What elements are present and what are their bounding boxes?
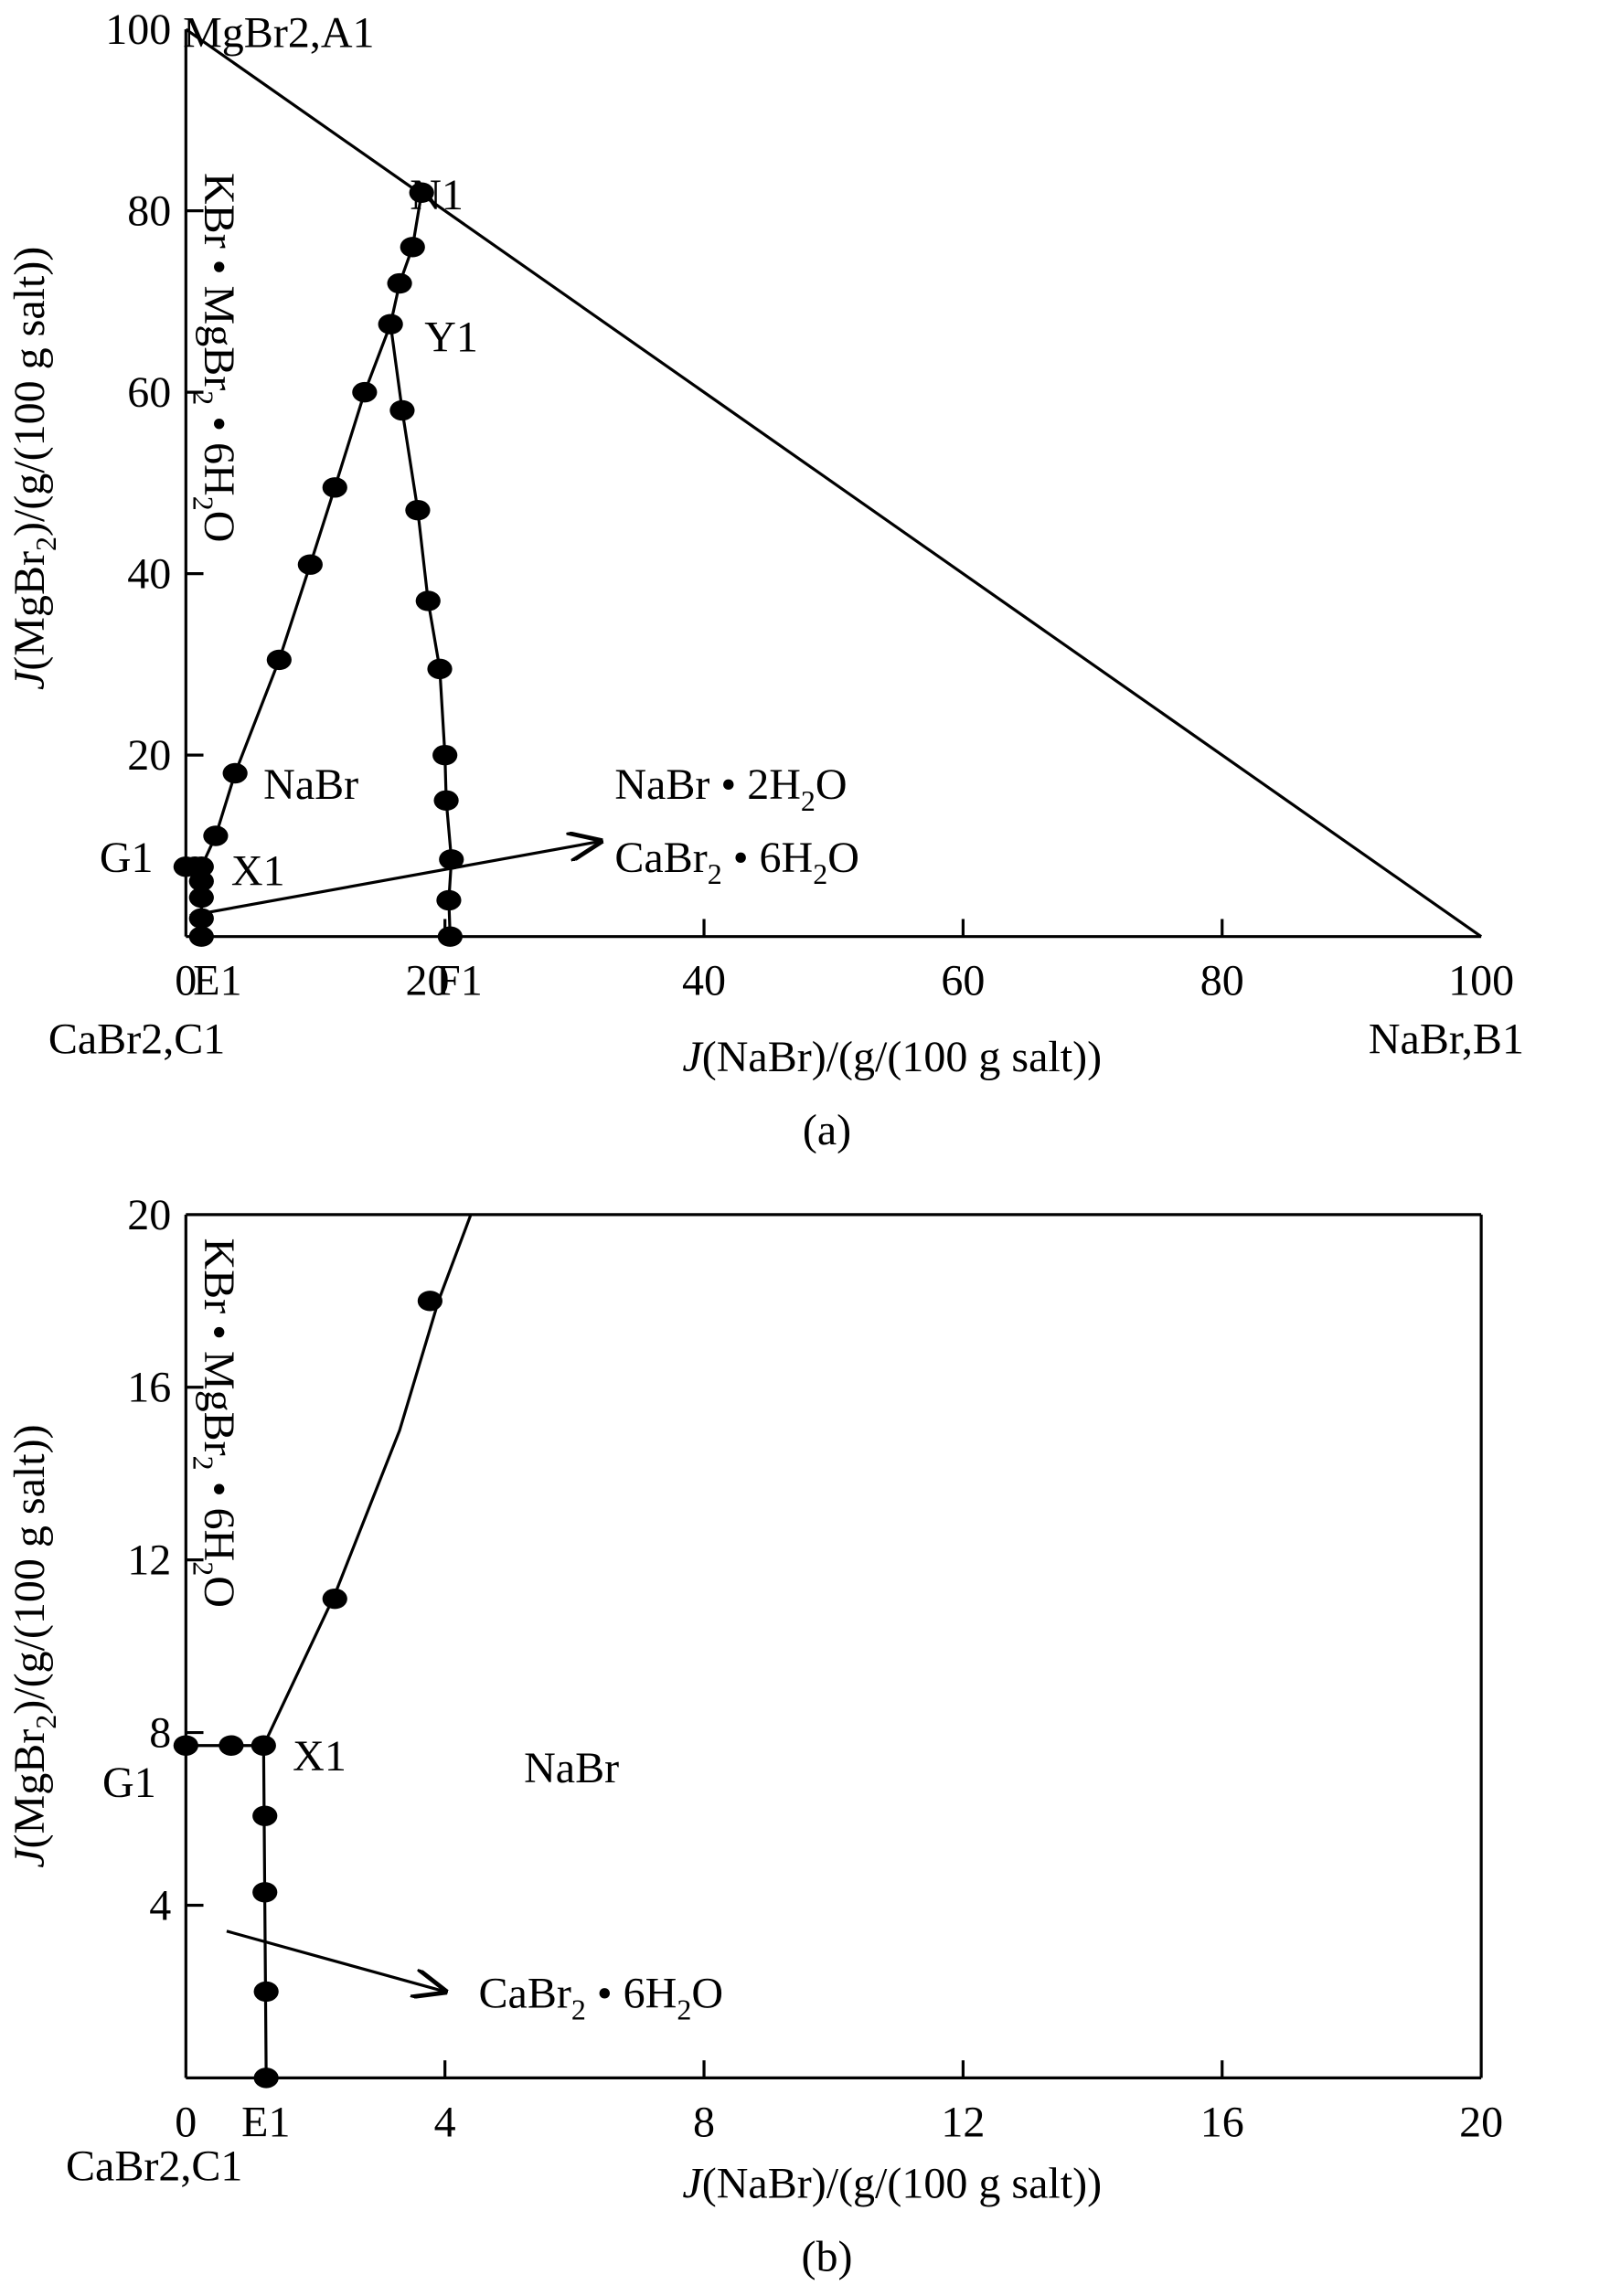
point-label-g1: G1 — [102, 1759, 156, 1807]
data-point — [188, 856, 214, 877]
data-point — [266, 649, 292, 671]
point-label-x1: X1 — [293, 1732, 347, 1780]
data-point — [400, 237, 425, 258]
x-tick-label: 40 — [682, 957, 726, 1005]
data-point — [439, 849, 464, 870]
x-tick-label: 20 — [1459, 2098, 1503, 2146]
data-point — [253, 2067, 279, 2089]
data-point — [427, 658, 453, 680]
x-tick-label: 100 — [1448, 957, 1514, 1005]
data-point — [437, 926, 463, 947]
data-point — [188, 887, 214, 909]
x-tick-label: 16 — [1200, 2098, 1244, 2146]
data-point — [433, 790, 459, 811]
y-tick-label: 100 — [105, 5, 171, 54]
corner-label-b1: NaBr,B1 — [1369, 1015, 1524, 1064]
arrow-pointer — [189, 841, 601, 918]
data-point — [252, 1805, 278, 1826]
data-point — [322, 1588, 347, 1610]
region-label-kbr-mgbr2-6h2o: KBr • MgBr2 • 6H2O — [187, 173, 243, 542]
x-axis-label: J(NaBr)/(g/(100 g salt)) — [682, 2160, 1102, 2208]
region-label-cabr2-6h2o: CaBr2 • 6H2O — [614, 834, 859, 890]
data-point — [432, 744, 458, 766]
hypotenuse-line — [185, 27, 1483, 938]
data-point — [417, 1291, 442, 1312]
y-tick-label: 60 — [127, 368, 171, 417]
region-label-cabr2-6h2o: CaBr2 • 6H2O — [478, 1970, 723, 2026]
data-point — [188, 870, 214, 892]
phase-boundary-line — [186, 1744, 268, 2078]
panel-caption: (a) — [803, 1106, 851, 1154]
x-axis-label: J(NaBr)/(g/(100 g salt)) — [682, 1033, 1102, 1081]
x-tick-label: 0 — [175, 2098, 197, 2146]
point-label-n1: N1 — [410, 171, 464, 219]
data-point — [188, 926, 214, 947]
region-label-kbr-mgbr2-6h2o: KBr • MgBr2 • 6H2O — [187, 1238, 243, 1607]
data-point — [387, 272, 412, 294]
data-point — [409, 182, 434, 203]
point-label-x1: X1 — [231, 847, 285, 896]
y-tick-label: 80 — [127, 187, 171, 236]
y-tick-label: 8 — [149, 1709, 171, 1758]
corner-label-a1: MgBr2,A1 — [183, 8, 374, 57]
data-point — [222, 762, 248, 784]
x-tick-label: 0 — [175, 957, 197, 1005]
panel-a: 0 20 40 60 80 100 20 40 60 80 100 J(NaBr)/(g/(100 g… — [5, 5, 1514, 1154]
data-point — [436, 889, 462, 911]
data-point — [389, 399, 415, 421]
data-point — [173, 1735, 198, 1756]
x-tick-label: 12 — [941, 2098, 985, 2146]
y-axis-label: J(MgBr2)/(g/(100 g salt)) — [5, 247, 62, 690]
data-point — [378, 314, 403, 335]
data-point — [252, 1882, 278, 1903]
data-point — [322, 477, 347, 498]
y-tick-label: 20 — [127, 731, 171, 780]
data-point — [219, 1735, 244, 1756]
region-label-nabr: NaBr — [263, 760, 358, 809]
data-point — [188, 908, 214, 930]
point-label-g1: G1 — [100, 834, 154, 882]
x-tick-label: 20 — [405, 957, 449, 1005]
phase-boundary-line — [261, 1214, 473, 1747]
data-point — [352, 381, 378, 403]
phase-boundary-line — [389, 324, 453, 937]
panel-caption: (b) — [802, 2233, 853, 2281]
y-tick-label: 20 — [127, 1191, 171, 1239]
corner-label-c1: CaBr2,C1 — [48, 1015, 225, 1064]
corner-label-c1-b: CaBr2,C1 — [66, 2142, 242, 2190]
data-point — [405, 499, 431, 521]
x-tick-label: 60 — [941, 957, 985, 1005]
y-tick-label: 12 — [127, 1536, 171, 1585]
x-tick-label: 80 — [1200, 957, 1244, 1005]
region-label-nabr-2h2o: NaBr • 2H2O — [614, 760, 847, 817]
point-label-f1: F1 — [436, 957, 483, 1005]
point-label-y1: Y1 — [424, 313, 478, 361]
y-tick-label: 40 — [127, 550, 171, 599]
x-tick-label: 8 — [693, 2098, 715, 2146]
x-tick-label: 4 — [434, 2098, 456, 2146]
data-point — [297, 554, 323, 575]
panel-b: 0 4 8 12 16 20 4 8 12 16 20 J(NaBr)/(g/(100 g salt)… — [5, 1191, 1503, 2281]
point-label-e1: E1 — [193, 957, 241, 1005]
data-point — [253, 1981, 279, 2003]
data-point — [415, 590, 441, 611]
data-point — [251, 1735, 276, 1756]
region-label-nabr: NaBr — [524, 1744, 619, 1792]
data-point — [203, 825, 229, 846]
y-tick-label: 16 — [127, 1364, 171, 1412]
y-tick-label: 4 — [149, 1881, 171, 1929]
point-label-e1: E1 — [241, 2098, 290, 2146]
y-axis-label: J(MgBr2)/(g/(100 g salt)) — [5, 1424, 62, 1867]
arrow-pointer — [226, 1929, 445, 1992]
